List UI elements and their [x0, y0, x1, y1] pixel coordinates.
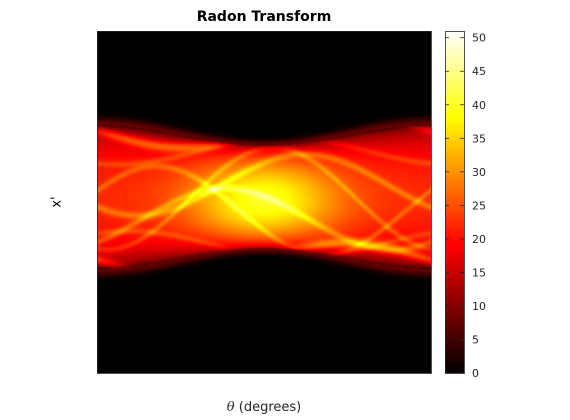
heatmap-image: [97, 31, 431, 373]
colorbar-tick-label: 15: [472, 266, 486, 279]
colorbar-tick-label: 25: [472, 199, 486, 212]
colorbar-tick-label: 45: [472, 65, 486, 78]
colorbar-tick-label: 0: [472, 367, 479, 380]
colorbar-tick-label: 35: [472, 132, 486, 145]
x-axis-label-text: (degrees): [234, 400, 302, 415]
colorbar-tick-label: 5: [472, 333, 479, 346]
colorbar-tick-label: 30: [472, 166, 486, 179]
colorbar-ticks: 0 5 10 15 20 25 30 35 40 45 50: [445, 32, 486, 380]
colorbar-tick-label: 10: [472, 300, 486, 313]
colorbar-tick-label: 50: [472, 32, 486, 45]
colorbar-frame: [445, 31, 465, 374]
chart-title: Radon Transform: [196, 9, 332, 25]
colorbar-tick-label: 20: [472, 233, 486, 246]
x-axis-label-symbol: θ: [226, 400, 235, 415]
heatmap-cells: [97, 31, 431, 373]
plot-frame: [97, 31, 432, 374]
colorbar: [445, 31, 464, 373]
colorbar-tick-label: 40: [472, 99, 486, 112]
y-axis-label: x': [49, 196, 65, 208]
x-axis-label: θ (degrees): [97, 400, 431, 415]
